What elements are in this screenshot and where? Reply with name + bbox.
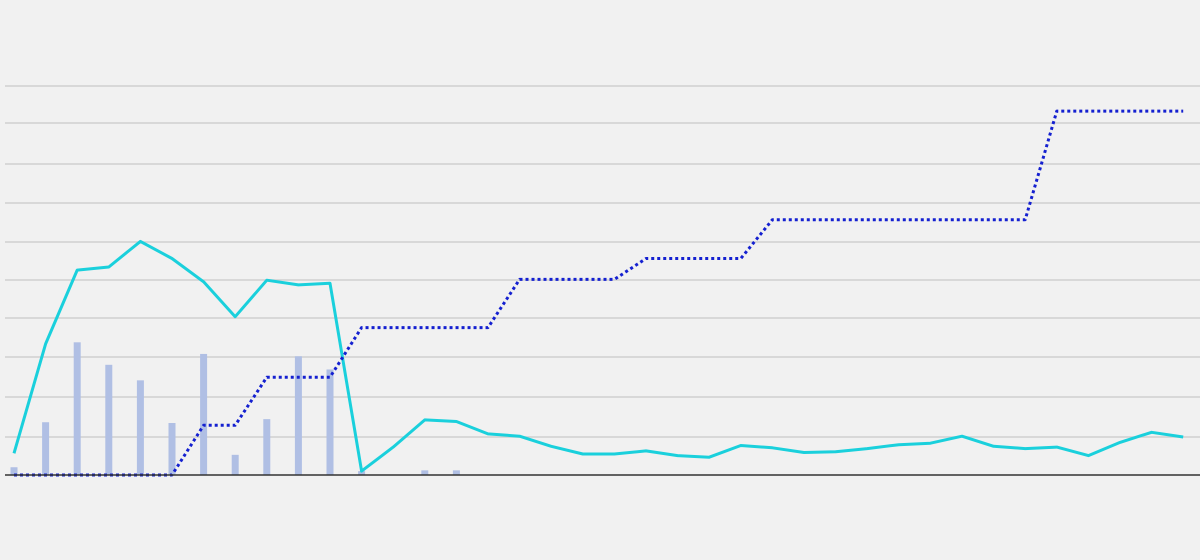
line-series — [12, 109, 1184, 477]
dotted-line-series — [14, 109, 1184, 477]
gridlines — [5, 85, 1200, 438]
bar-12 — [358, 471, 366, 475]
bar-3 — [73, 342, 81, 475]
bar-10 — [294, 356, 302, 475]
solid-line-series — [12, 239, 1184, 473]
bar-4 — [105, 364, 113, 475]
bar-9 — [263, 419, 271, 475]
bar-5 — [136, 380, 144, 475]
bar-series — [10, 342, 460, 475]
bar-1 — [10, 467, 18, 475]
bar-7 — [200, 353, 208, 475]
bar-8 — [231, 454, 239, 475]
bar-14 — [421, 470, 429, 475]
bar-2 — [42, 422, 50, 475]
bar-15 — [452, 470, 460, 475]
bar-6 — [168, 423, 176, 475]
bar-11 — [326, 369, 334, 475]
